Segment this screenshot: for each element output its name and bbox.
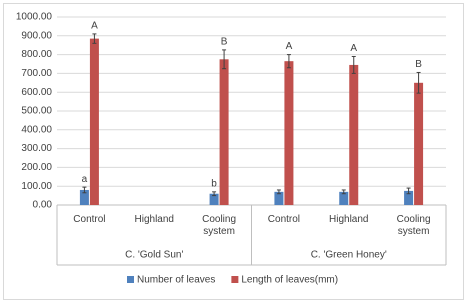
legend-label: Length of leaves(mm) (241, 275, 338, 286)
x-tick-label: Control (267, 214, 301, 225)
group-label: C. 'Green Honey' (311, 250, 387, 261)
significance-letter: a (82, 174, 88, 185)
y-tick-label: 600.00 (21, 87, 52, 98)
error-bar (286, 54, 291, 69)
error-bar (416, 71, 421, 94)
legend-swatch (231, 276, 239, 283)
x-tick-label: Control (73, 214, 106, 225)
error-bar (276, 189, 281, 195)
legend-swatch (127, 276, 134, 283)
x-tick-label: Highland (134, 214, 174, 225)
error-bar (222, 49, 227, 70)
significance-letter: A (350, 43, 357, 54)
error-bar (82, 186, 87, 194)
x-tick-label: Highland (329, 214, 369, 225)
error-bar (341, 189, 346, 195)
error-bar (212, 191, 217, 197)
bar (339, 191, 349, 205)
bar (209, 193, 219, 205)
y-tick-label: 400.00 (21, 124, 52, 135)
bar (89, 38, 99, 206)
significance-letter: B (221, 37, 228, 48)
x-tick-label: Cooling system (396, 214, 431, 237)
y-tick-label: 100.00 (21, 181, 52, 192)
bar (79, 189, 89, 205)
significance-letter: A (286, 41, 293, 52)
bar (404, 190, 414, 205)
y-tick-label: 700.00 (21, 68, 52, 79)
y-tick-label: 1000.00 (16, 12, 53, 23)
y-tick-label: 500.00 (21, 106, 52, 117)
y-tick-label: 300.00 (21, 143, 52, 154)
legend-label: Number of leaves (137, 275, 215, 286)
y-tick-label: 900.00 (21, 30, 52, 41)
bar (274, 191, 284, 205)
bar (414, 82, 424, 205)
significance-letter: A (91, 21, 98, 32)
error-bar (351, 55, 356, 74)
chart-border (3, 3, 464, 300)
significance-letter: b (211, 178, 217, 189)
bar (219, 59, 229, 205)
group-label: C. 'Gold Sun' (125, 250, 183, 261)
y-tick-label: 0.00 (33, 200, 53, 211)
error-bar (406, 187, 411, 195)
error-bar (92, 33, 97, 44)
bar (349, 64, 359, 205)
y-tick-label: 800.00 (21, 49, 52, 60)
y-tick-label: 200.00 (21, 162, 52, 173)
bar (284, 61, 294, 206)
x-tick-label: Cooling system (202, 214, 237, 237)
significance-letter: B (415, 59, 422, 70)
